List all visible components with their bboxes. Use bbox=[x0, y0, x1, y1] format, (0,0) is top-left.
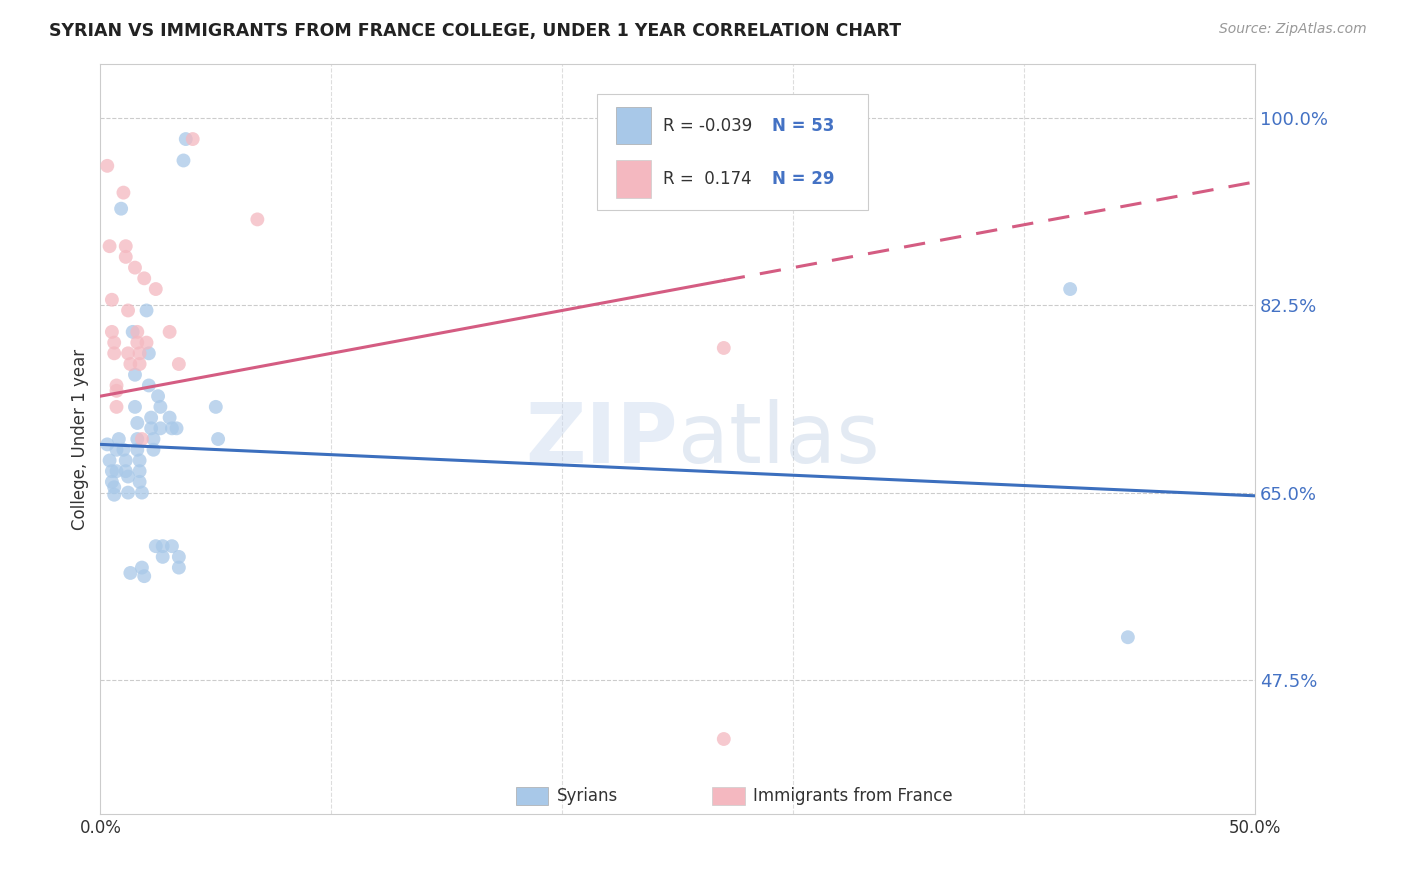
Point bbox=[142, 432, 165, 446]
Point bbox=[96, 159, 118, 173]
Text: SYRIAN VS IMMIGRANTS FROM FRANCE COLLEGE, UNDER 1 YEAR CORRELATION CHART: SYRIAN VS IMMIGRANTS FROM FRANCE COLLEGE… bbox=[49, 22, 901, 40]
Point bbox=[134, 569, 156, 583]
Text: Syrians: Syrians bbox=[557, 787, 617, 805]
Point bbox=[117, 303, 139, 318]
Point bbox=[149, 400, 172, 414]
Text: atlas: atlas bbox=[678, 399, 879, 480]
Text: R =  0.174: R = 0.174 bbox=[662, 169, 751, 188]
Point bbox=[105, 464, 128, 478]
Point bbox=[96, 437, 118, 451]
Point bbox=[103, 488, 125, 502]
Point bbox=[204, 400, 226, 414]
Point bbox=[135, 303, 157, 318]
Point bbox=[1059, 282, 1081, 296]
Point bbox=[127, 442, 149, 457]
Point bbox=[149, 421, 172, 435]
Bar bbox=[516, 787, 548, 805]
Point bbox=[127, 432, 149, 446]
Point bbox=[128, 346, 150, 360]
Point bbox=[128, 357, 150, 371]
Point bbox=[112, 442, 135, 457]
Point bbox=[98, 453, 121, 467]
Point bbox=[112, 186, 135, 200]
Point bbox=[105, 378, 128, 392]
Point bbox=[141, 410, 163, 425]
Point bbox=[145, 539, 167, 553]
Point bbox=[146, 389, 169, 403]
Point bbox=[152, 549, 174, 564]
Point bbox=[114, 239, 136, 253]
Point bbox=[128, 453, 150, 467]
Point bbox=[159, 410, 181, 425]
Point bbox=[152, 539, 174, 553]
Point bbox=[117, 485, 139, 500]
Point bbox=[131, 485, 153, 500]
Point bbox=[181, 132, 204, 146]
Point bbox=[98, 239, 121, 253]
Point bbox=[121, 325, 143, 339]
Point bbox=[105, 442, 128, 457]
Point bbox=[174, 132, 197, 146]
Point bbox=[135, 335, 157, 350]
Point bbox=[127, 325, 149, 339]
Bar bbox=[616, 160, 651, 197]
Text: Source: ZipAtlas.com: Source: ZipAtlas.com bbox=[1219, 22, 1367, 37]
Point bbox=[114, 250, 136, 264]
Point bbox=[101, 293, 124, 307]
Point bbox=[167, 357, 190, 371]
Point bbox=[114, 453, 136, 467]
Point bbox=[713, 731, 735, 746]
Point bbox=[160, 421, 183, 435]
Point bbox=[159, 325, 181, 339]
Point bbox=[103, 335, 125, 350]
Point bbox=[134, 271, 156, 285]
Point bbox=[145, 282, 167, 296]
Point bbox=[101, 325, 124, 339]
Point bbox=[128, 464, 150, 478]
Point bbox=[172, 153, 194, 168]
Text: R = -0.039: R = -0.039 bbox=[662, 117, 752, 135]
Point bbox=[207, 432, 229, 446]
Point bbox=[141, 421, 163, 435]
Point bbox=[138, 346, 160, 360]
Point bbox=[1116, 630, 1139, 644]
Text: Immigrants from France: Immigrants from France bbox=[752, 787, 952, 805]
Point bbox=[167, 549, 190, 564]
Point bbox=[103, 480, 125, 494]
Point bbox=[108, 432, 131, 446]
Point bbox=[120, 566, 142, 580]
Point bbox=[124, 400, 146, 414]
Point bbox=[127, 335, 149, 350]
Point bbox=[101, 475, 124, 489]
Point bbox=[110, 202, 132, 216]
Point bbox=[105, 384, 128, 398]
Point bbox=[120, 357, 142, 371]
Point bbox=[117, 469, 139, 483]
Text: N = 53: N = 53 bbox=[772, 117, 835, 135]
Point bbox=[131, 560, 153, 574]
Bar bbox=[616, 107, 651, 145]
Bar bbox=[713, 787, 745, 805]
Point bbox=[246, 212, 269, 227]
Point bbox=[166, 421, 188, 435]
Point bbox=[103, 346, 125, 360]
Point bbox=[128, 475, 150, 489]
Point bbox=[713, 341, 735, 355]
Point bbox=[127, 416, 149, 430]
Point bbox=[101, 464, 124, 478]
Point bbox=[167, 560, 190, 574]
Point bbox=[131, 432, 153, 446]
Point bbox=[105, 400, 128, 414]
Y-axis label: College, Under 1 year: College, Under 1 year bbox=[72, 349, 89, 530]
Text: N = 29: N = 29 bbox=[772, 169, 835, 188]
Point bbox=[138, 378, 160, 392]
FancyBboxPatch shape bbox=[596, 94, 868, 211]
Point bbox=[124, 260, 146, 275]
Point bbox=[114, 464, 136, 478]
Point bbox=[117, 346, 139, 360]
Point bbox=[142, 442, 165, 457]
Point bbox=[160, 539, 183, 553]
Point bbox=[124, 368, 146, 382]
Text: ZIP: ZIP bbox=[524, 399, 678, 480]
